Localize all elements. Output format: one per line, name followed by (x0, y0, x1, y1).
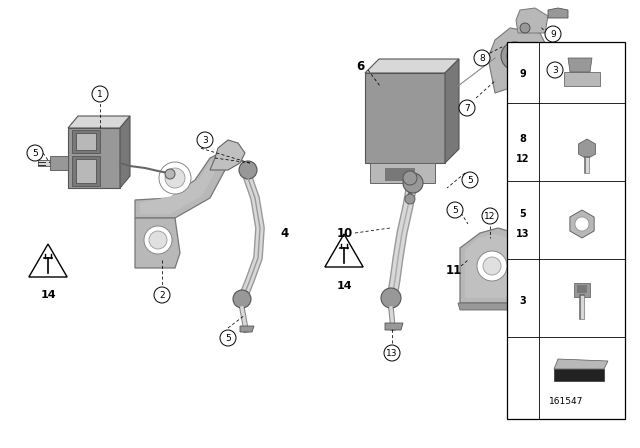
Text: 14: 14 (40, 290, 56, 300)
Circle shape (507, 48, 523, 64)
Circle shape (220, 330, 236, 346)
Text: 6: 6 (356, 60, 364, 73)
Circle shape (403, 173, 423, 193)
Text: 5: 5 (225, 333, 231, 343)
Circle shape (149, 231, 167, 249)
Polygon shape (76, 159, 96, 183)
Polygon shape (488, 28, 550, 93)
Text: 9: 9 (520, 69, 526, 79)
Text: 3: 3 (552, 65, 558, 74)
Circle shape (547, 62, 563, 78)
Circle shape (159, 162, 191, 194)
Circle shape (92, 86, 108, 102)
Circle shape (477, 251, 507, 281)
Text: 5: 5 (452, 206, 458, 215)
Polygon shape (445, 59, 459, 163)
Text: 8: 8 (520, 134, 527, 144)
Circle shape (384, 345, 400, 361)
Polygon shape (465, 234, 518, 298)
Circle shape (545, 26, 561, 42)
Polygon shape (72, 130, 100, 153)
Text: 7: 7 (464, 103, 470, 112)
Polygon shape (210, 140, 245, 170)
Text: 5: 5 (32, 148, 38, 158)
Polygon shape (29, 244, 67, 277)
Polygon shape (76, 133, 96, 150)
Circle shape (165, 169, 175, 179)
Circle shape (239, 161, 257, 179)
FancyBboxPatch shape (507, 42, 625, 419)
Text: 14: 14 (336, 281, 352, 291)
Text: 12: 12 (516, 154, 530, 164)
Polygon shape (516, 8, 548, 33)
Circle shape (197, 132, 213, 148)
Circle shape (575, 217, 589, 231)
Polygon shape (564, 72, 600, 86)
Circle shape (459, 100, 475, 116)
Circle shape (233, 290, 251, 308)
Text: 4: 4 (281, 227, 289, 240)
Polygon shape (385, 323, 403, 330)
Circle shape (482, 208, 498, 224)
Text: 3: 3 (520, 296, 526, 306)
Circle shape (154, 287, 170, 303)
Polygon shape (38, 160, 50, 166)
Polygon shape (68, 128, 120, 188)
Circle shape (462, 172, 478, 188)
Circle shape (447, 202, 463, 218)
Polygon shape (554, 359, 608, 369)
Text: 9: 9 (550, 30, 556, 39)
Text: 1: 1 (97, 90, 103, 99)
Circle shape (405, 194, 415, 204)
Polygon shape (365, 73, 445, 163)
Polygon shape (135, 218, 180, 268)
Polygon shape (554, 369, 604, 381)
Circle shape (27, 145, 43, 161)
Polygon shape (574, 283, 590, 297)
Text: 13: 13 (387, 349, 397, 358)
Polygon shape (385, 168, 415, 181)
Text: 2: 2 (159, 290, 165, 300)
Polygon shape (460, 228, 525, 303)
Text: 5: 5 (520, 209, 526, 219)
Text: 161547: 161547 (549, 396, 583, 405)
Polygon shape (140, 160, 215, 214)
Text: 10: 10 (337, 227, 353, 240)
Text: 8: 8 (479, 53, 485, 63)
Polygon shape (365, 59, 459, 73)
Text: 3: 3 (202, 135, 208, 145)
Polygon shape (120, 116, 130, 188)
Polygon shape (548, 8, 568, 18)
Text: 13: 13 (516, 229, 530, 239)
Polygon shape (570, 210, 594, 238)
Polygon shape (50, 156, 68, 170)
Polygon shape (135, 153, 225, 218)
Text: 5: 5 (467, 176, 473, 185)
Polygon shape (325, 234, 363, 267)
Polygon shape (568, 58, 592, 72)
Polygon shape (370, 163, 435, 183)
Circle shape (501, 42, 529, 70)
Circle shape (144, 226, 172, 254)
Circle shape (381, 288, 401, 308)
Circle shape (520, 23, 530, 33)
Text: 12: 12 (484, 211, 496, 220)
Polygon shape (240, 326, 254, 332)
Polygon shape (577, 285, 587, 293)
Polygon shape (579, 139, 596, 159)
Circle shape (483, 257, 501, 275)
Circle shape (165, 168, 185, 188)
Polygon shape (458, 303, 512, 310)
Text: 11: 11 (446, 263, 462, 276)
Polygon shape (68, 116, 130, 128)
Circle shape (474, 50, 490, 66)
Polygon shape (72, 156, 100, 186)
Circle shape (403, 171, 417, 185)
